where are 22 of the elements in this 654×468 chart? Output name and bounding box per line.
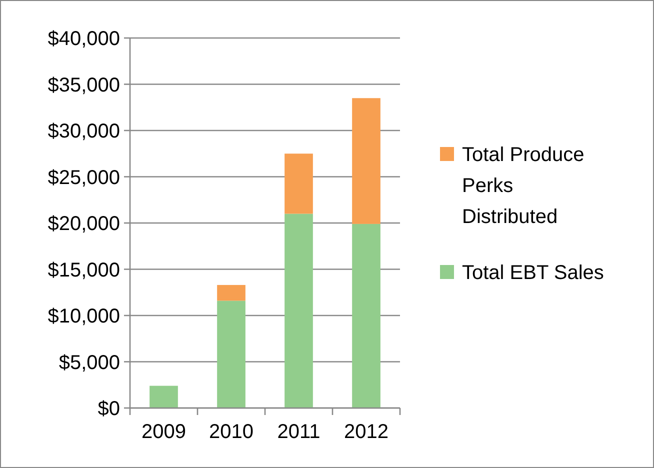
bar <box>352 224 380 408</box>
y-tick-label: $5,000 <box>58 352 120 374</box>
bar <box>217 284 246 301</box>
x-tick-label: 2010 <box>209 421 254 443</box>
y-tick-label: $15,000 <box>48 259 120 282</box>
y-tick-label: $40,000 <box>48 28 120 50</box>
bar <box>217 300 246 408</box>
legend-label: Total EBT Sales <box>462 262 604 284</box>
bar <box>150 386 178 408</box>
y-tick-label: $25,000 <box>48 166 120 189</box>
x-tick-label: 2009 <box>142 421 186 443</box>
y-tick-label: $35,000 <box>48 74 120 96</box>
y-tick-label: $30,000 <box>48 120 120 142</box>
y-tick-label: $10,000 <box>48 306 120 328</box>
x-tick-label: 2012 <box>344 421 388 443</box>
y-tick-label: $20,000 <box>48 213 120 235</box>
y-tick-label: $0 <box>98 398 120 420</box>
legend-label: Total Produce Perks Distributed <box>462 144 584 228</box>
bar <box>352 98 380 224</box>
x-tick-label: 2011 <box>277 421 320 443</box>
bar <box>284 154 313 214</box>
bar <box>284 214 313 408</box>
